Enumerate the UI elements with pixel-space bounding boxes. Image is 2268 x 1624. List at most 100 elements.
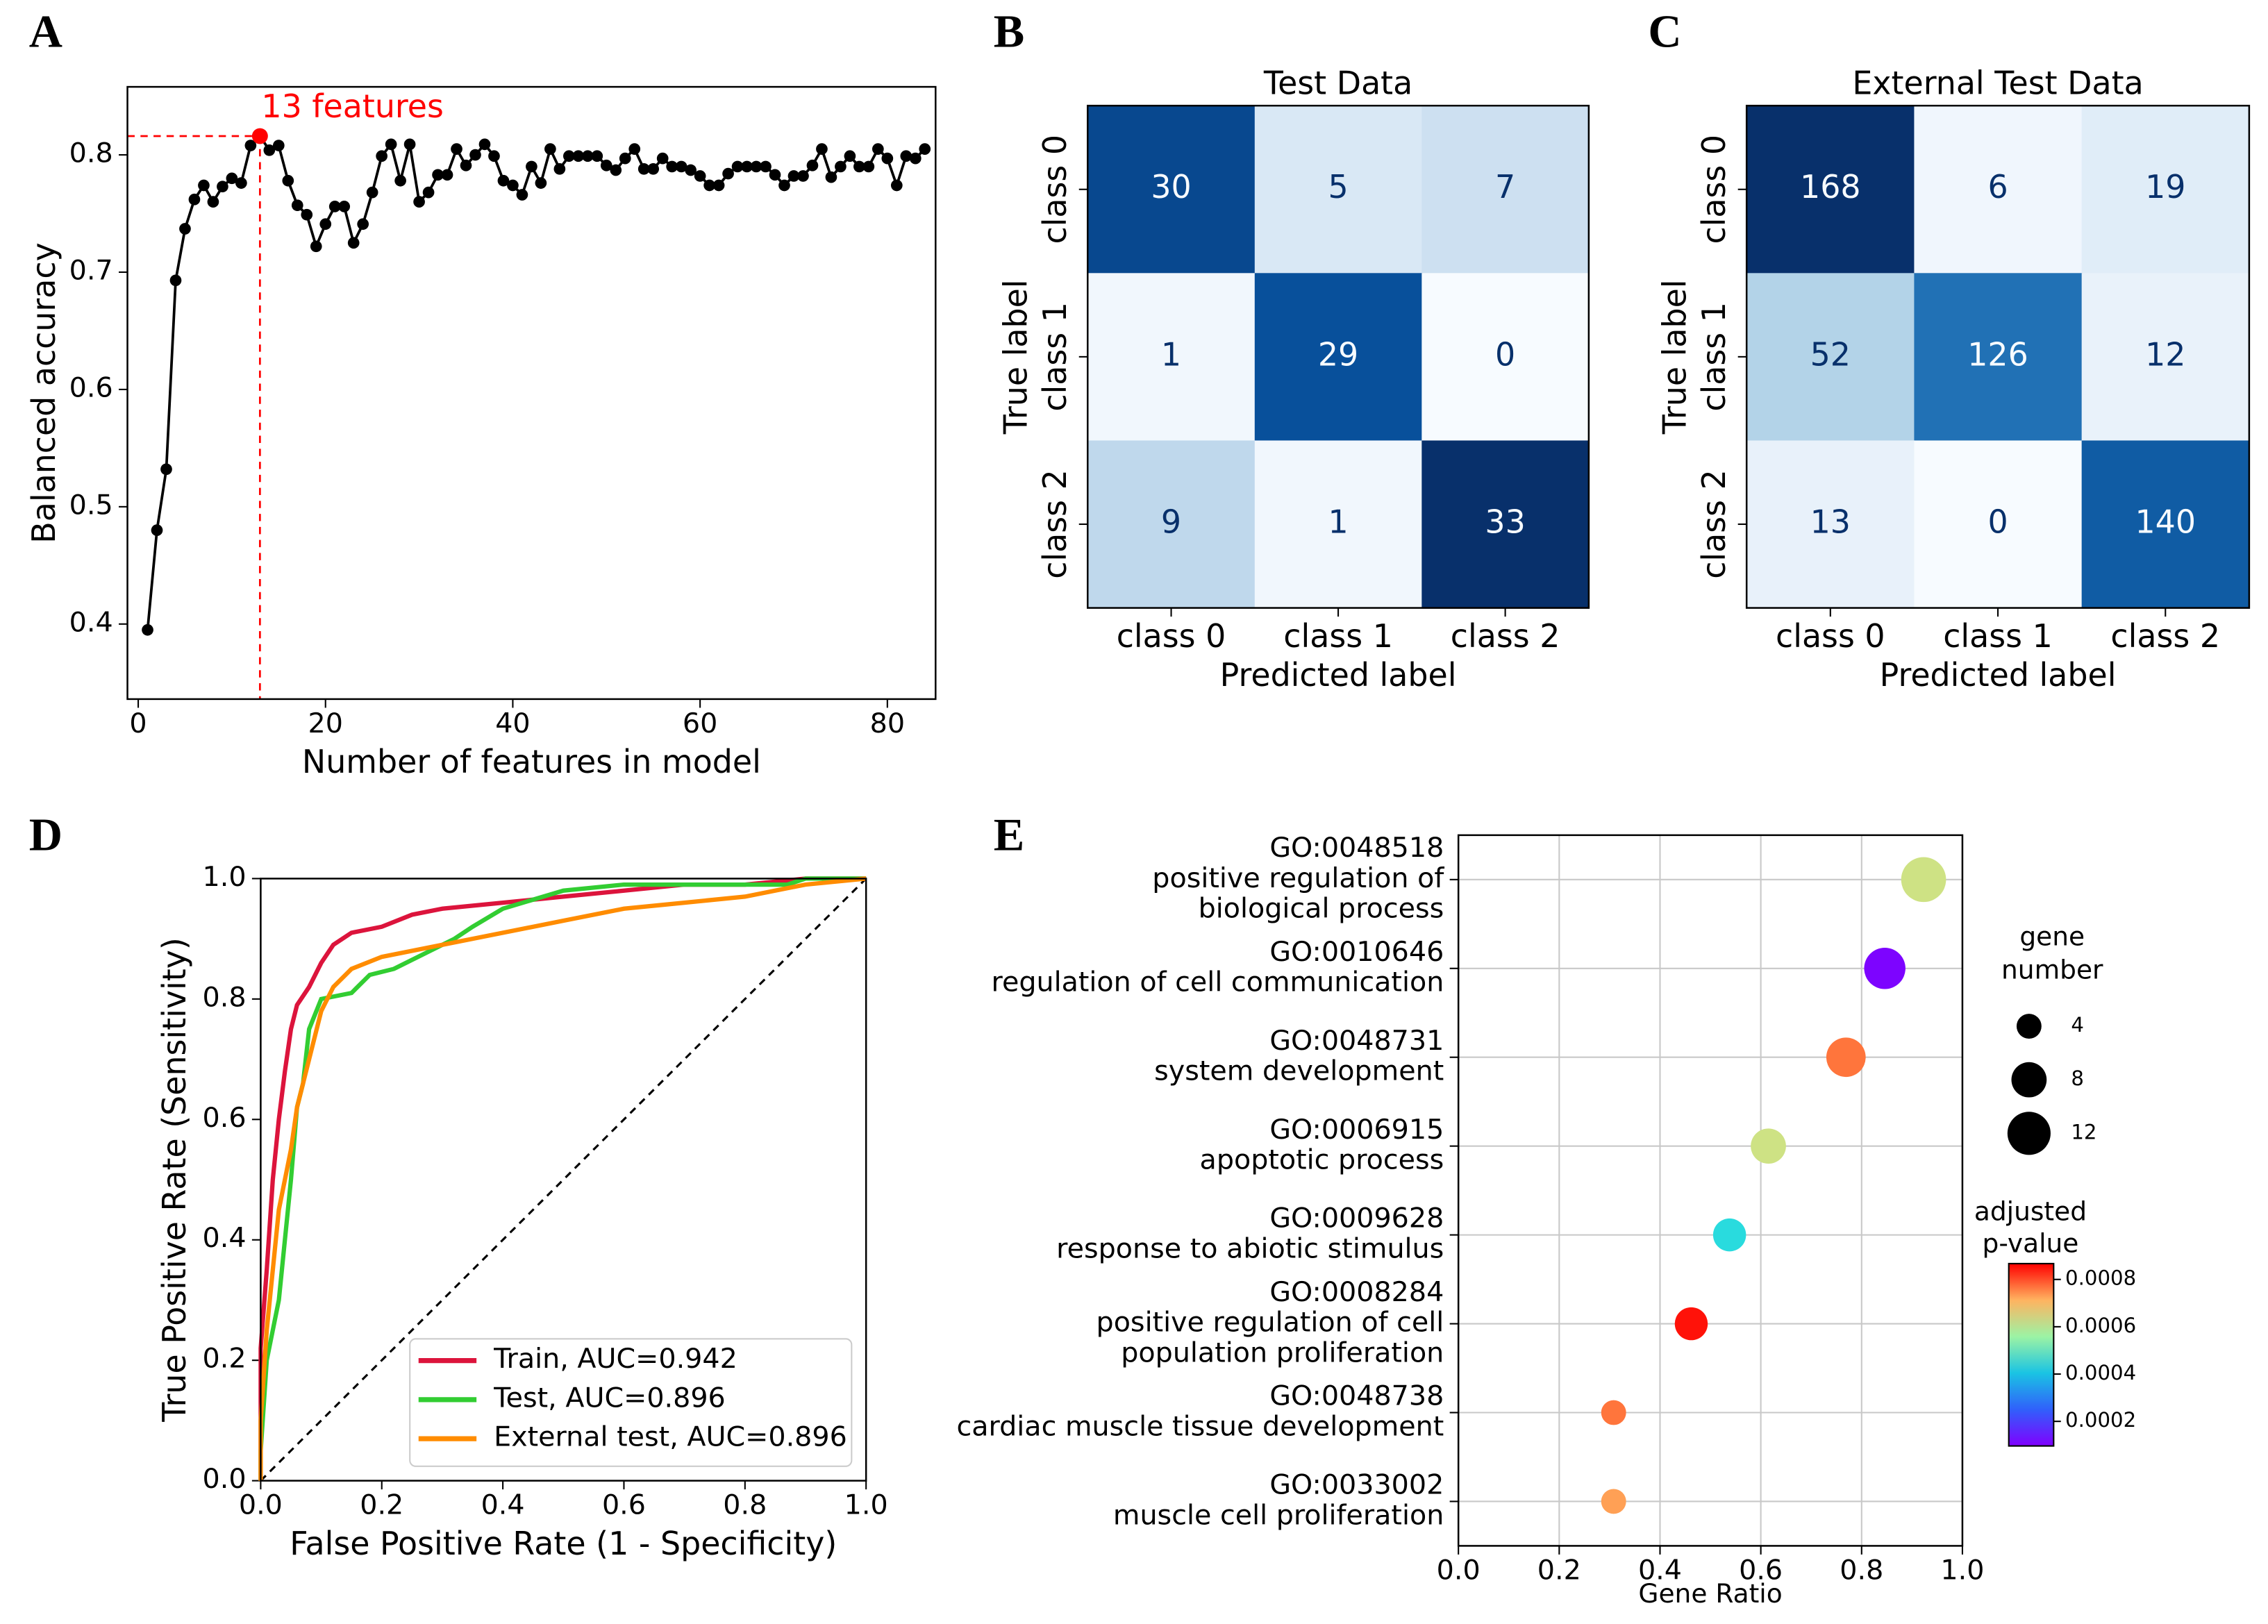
marker	[301, 208, 313, 221]
marker	[366, 186, 378, 199]
axes-frame	[1745, 104, 2251, 609]
category-line: response to abiotic stimulus	[1056, 1232, 1444, 1264]
marker	[394, 174, 406, 187]
heatmap-cell	[1087, 273, 1256, 442]
cell-label: 126	[1967, 335, 2028, 373]
marker	[600, 159, 612, 171]
marker	[881, 152, 894, 165]
marker	[235, 177, 247, 189]
heatmap-cell	[1914, 106, 2083, 274]
heatmap-cell	[1746, 440, 1915, 609]
marker	[488, 150, 500, 162]
cell-label: 168	[1800, 168, 1861, 206]
marker	[581, 150, 594, 162]
cell-label: 1	[1161, 335, 1181, 373]
bubble	[1751, 1128, 1786, 1164]
category-line: GO:0048738	[1269, 1380, 1444, 1412]
marker	[909, 152, 922, 165]
annotation-text: 13 features	[261, 87, 443, 125]
heatmap-cell	[1087, 440, 1256, 609]
panel-label: C	[1648, 6, 1681, 57]
cell-label: 140	[2135, 503, 2196, 541]
marker	[610, 164, 622, 176]
y-tick-label: 0.2	[203, 1343, 247, 1375]
bubble	[1674, 1307, 1708, 1341]
category-label: GO:0033002 muscle cell proliferation	[1113, 1468, 1444, 1531]
marker	[741, 160, 753, 173]
heatmap-cell	[1421, 440, 1590, 609]
x-tick-label: 0.8	[723, 1489, 767, 1521]
category-line: GO:0006915	[1269, 1113, 1444, 1145]
marker	[347, 237, 360, 249]
size-legend-label: 12	[2071, 1120, 2096, 1144]
marker	[319, 218, 332, 231]
marker	[188, 193, 201, 206]
y-axis-label: True Positive Rate (Sensitivity)	[156, 937, 193, 1422]
x-tick-label: class 1	[1283, 617, 1393, 655]
marker	[647, 162, 660, 175]
marker	[413, 196, 425, 208]
x-tick-label: 0.8	[1840, 1554, 1883, 1586]
marker	[769, 169, 781, 181]
marker	[357, 218, 369, 231]
series-line	[258, 876, 867, 1481]
marker	[310, 240, 322, 253]
cell-label: 19	[2145, 168, 2185, 206]
x-tick-label: class 1	[1943, 617, 2053, 655]
x-axis-label: False Positive Rate (1 - Specificity)	[290, 1525, 837, 1562]
y-tick-label: 0.0	[203, 1463, 247, 1495]
y-tick-label: 0.4	[203, 1222, 247, 1254]
category-line: GO:0009628	[1269, 1202, 1444, 1234]
marker	[432, 169, 444, 181]
heatmap-cell	[2081, 106, 2250, 274]
x-tick-label: 0.2	[1537, 1554, 1581, 1586]
colorbar	[2008, 1262, 2055, 1447]
x-tick-label: 1.0	[844, 1489, 888, 1521]
cell-label: 7	[1495, 168, 1515, 206]
colorbar-tick-label: 0.0008	[2065, 1266, 2136, 1290]
marker	[760, 160, 772, 173]
y-tick-label: class 2	[1036, 469, 1074, 579]
x-tick-label: 0.2	[360, 1489, 403, 1521]
cell-label: 0	[1495, 335, 1515, 373]
category-line: positive regulation of	[1152, 862, 1444, 894]
category-line: GO:0008284	[1269, 1275, 1444, 1307]
bubble	[1864, 948, 1906, 989]
cell-label: 0	[1987, 503, 2008, 541]
marker	[685, 164, 697, 176]
marker	[198, 179, 210, 192]
category-line: positive regulation of cell	[1097, 1306, 1444, 1338]
marker	[722, 167, 734, 180]
heatmap-cell	[1254, 440, 1423, 609]
category-line: GO:0048731	[1269, 1024, 1444, 1056]
series-line	[258, 876, 867, 1481]
panel-label: A	[29, 6, 62, 57]
panel-label: D	[29, 810, 62, 860]
legend-label: Train, AUC=0.942	[493, 1343, 737, 1375]
marker	[787, 170, 800, 182]
x-tick-label: 0.6	[602, 1489, 646, 1521]
marker	[272, 140, 285, 151]
category-line: regulation of cell communication	[992, 966, 1444, 998]
y-tick-label: class 2	[1695, 469, 1733, 579]
cell-label: 9	[1161, 503, 1181, 541]
marker	[862, 160, 875, 173]
marker	[806, 159, 819, 171]
legend-label: Test, AUC=0.896	[493, 1382, 726, 1414]
x-tick-label: 0.4	[481, 1489, 525, 1521]
y-axis-label: True label	[1656, 279, 1694, 435]
x-tick-label: 60	[683, 708, 717, 739]
series-line	[258, 876, 867, 1481]
marker	[451, 143, 462, 155]
marker	[179, 223, 191, 235]
marker	[553, 162, 566, 175]
bubble	[1826, 1037, 1866, 1078]
axes-frame	[260, 878, 867, 1482]
marker	[460, 159, 472, 171]
marker	[563, 150, 575, 162]
y-axis-label: Balanced accuracy	[25, 242, 62, 543]
category-label: GO:0006915 apoptotic process	[1200, 1113, 1444, 1175]
y-tick-label: class 0	[1036, 135, 1074, 244]
cell-label: 52	[1810, 335, 1851, 373]
x-tick-label: 20	[308, 708, 343, 739]
